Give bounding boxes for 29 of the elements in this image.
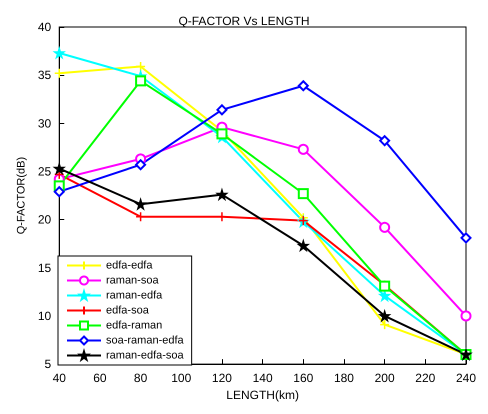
x-tick-label: 180 — [334, 371, 354, 386]
x-tick-label: 200 — [374, 371, 395, 386]
legend-label: edfa-soa — [106, 304, 150, 316]
x-tick-label: 220 — [415, 371, 436, 386]
legend-label: soa-raman-edfa — [106, 334, 185, 346]
x-axis-title: LENGTH(km) — [226, 388, 299, 402]
x-tick-label: 160 — [293, 371, 314, 386]
x-tick-label: 120 — [212, 371, 232, 386]
y-tick-label: 5 — [44, 357, 52, 372]
x-tick-label: 80 — [134, 371, 148, 386]
legend-label: raman-soa — [106, 274, 160, 286]
x-tick-label: 100 — [171, 371, 192, 386]
x-tick-label: 140 — [252, 371, 273, 386]
legend-label: edfa-raman — [106, 320, 162, 332]
y-tick-label: 30 — [38, 116, 52, 130]
x-tick-label: 240 — [456, 371, 476, 386]
y-tick-label: 25 — [38, 164, 52, 178]
legend-label: raman-edfa — [106, 290, 164, 302]
legend-label: raman-edfa-soa — [106, 350, 185, 362]
x-tick-label: 40 — [52, 371, 66, 386]
y-tick-label: 20 — [38, 212, 52, 227]
y-axis-title: Q-FACTOR(dB) — [16, 156, 28, 234]
y-tick-label: 15 — [38, 260, 52, 275]
x-tick-label: 60 — [93, 371, 107, 386]
legend-label: edfa-edfa — [106, 260, 154, 272]
y-tick-label: 35 — [38, 68, 52, 82]
chart-title: Q-FACTOR Vs LENGTH — [178, 14, 310, 28]
y-tick-label: 10 — [38, 308, 52, 323]
y-tick-label: 40 — [38, 20, 52, 34]
